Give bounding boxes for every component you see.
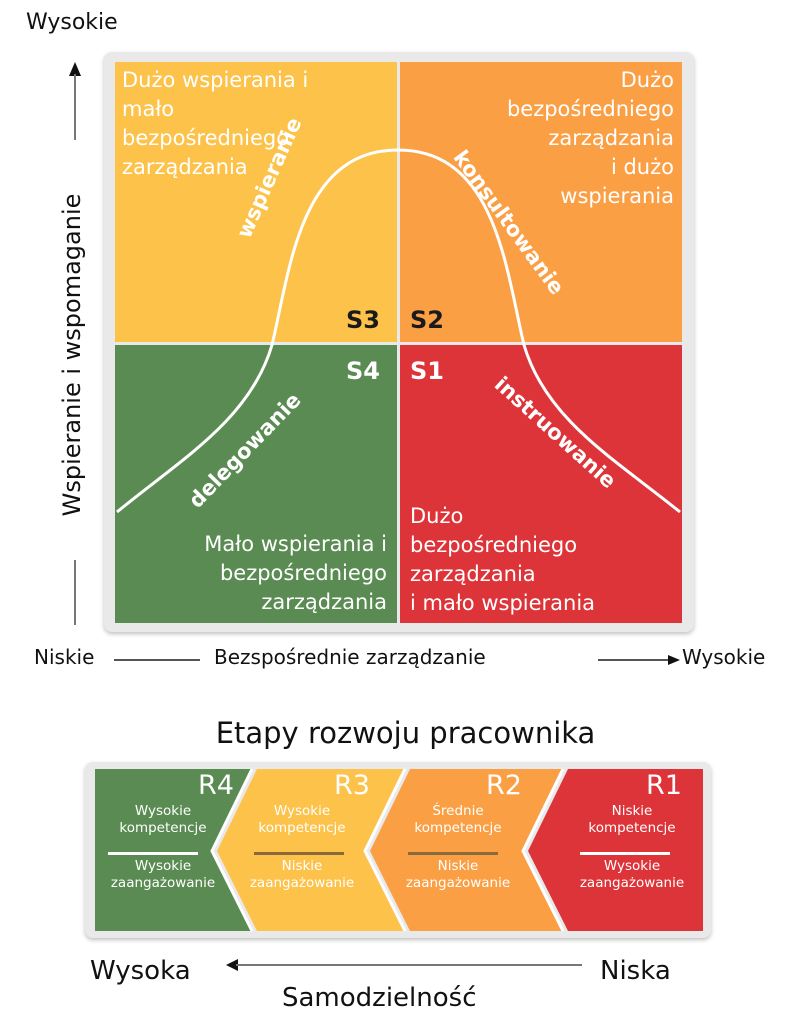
quadrant-s4-description: Mało wspierania i bezpośredniego zarządz… [204, 532, 387, 614]
x-axis-high-label: Wysokie [682, 645, 766, 669]
stage-code-r4: R4 [198, 770, 234, 801]
y-axis-arrow-icon [69, 62, 81, 625]
stage-r1-divider [580, 852, 670, 855]
stage-code-s1: S1 [410, 357, 444, 385]
stage-code-r2: R2 [486, 770, 522, 801]
x-axis-line-left [114, 659, 200, 661]
stage-r1-engagement: Wysokie zaangażowanie [579, 858, 685, 891]
quadrant-s3 [115, 62, 397, 342]
stage-code-r3: R3 [334, 770, 370, 801]
stage-r2-engagement: Niskie zaangażowanie [405, 858, 511, 891]
autonomy-high-label: Wysoka [90, 956, 191, 986]
stage-r2-competence: Średnie kompetencje [414, 803, 502, 836]
stage-r1-competence: Niskie kompetencje [588, 803, 676, 836]
stages-title: Etapy rozwoju pracownika [215, 716, 596, 750]
y-axis-high-label: Wysokie [26, 10, 118, 35]
autonomy-title: Samodzielność [282, 983, 477, 1013]
stage-r4-engagement: Wysokie zaangażowanie [110, 858, 216, 891]
stage-r3-engagement: Niskie zaangażowanie [249, 858, 355, 891]
stage-r3-divider [254, 852, 344, 855]
stage-code-s2: S2 [410, 306, 444, 334]
stage-r3-competence: Wysokie kompetencje [258, 803, 346, 836]
quadrant-s2 [400, 62, 682, 342]
autonomy-arrow-icon [226, 959, 582, 971]
quadrant-s3-description: Dużo wspierania i mało bezpośredniego za… [122, 68, 309, 179]
x-axis-low-label: Niskie [34, 645, 95, 669]
stage-code-s4: S4 [346, 357, 380, 385]
autonomy-low-label: Niska [600, 956, 671, 986]
quadrant-s1 [400, 345, 682, 623]
quadrant-s1-description: Dużo bezpośredniego zarządzania i mało w… [410, 504, 596, 615]
x-axis-arrow-icon [598, 655, 680, 665]
x-axis-title: Bezspośrednie zarządzanie [214, 645, 486, 669]
quadrant-s4 [115, 345, 397, 623]
quadrant-s2-description: Dużo bezpośredniego zarządzania i dużo w… [506, 68, 674, 208]
leadership-bell-curve [116, 148, 681, 514]
stage-r4-divider [108, 852, 198, 855]
stage-r4-competence: Wysokie kompetencje [119, 803, 207, 836]
stage-r2-divider [408, 852, 498, 855]
stage-code-s3: S3 [346, 306, 380, 334]
stage-code-r1: R1 [646, 770, 682, 801]
